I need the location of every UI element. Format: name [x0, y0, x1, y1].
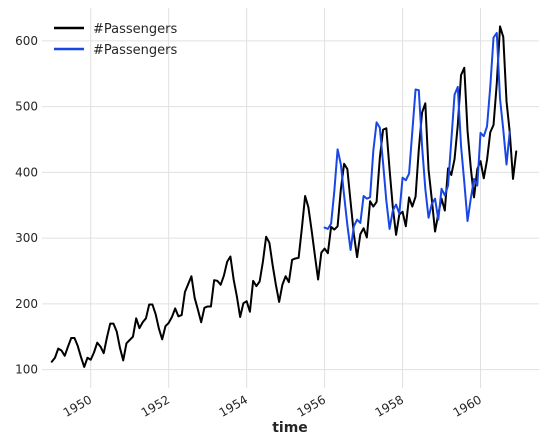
- x-tick-label: 1958: [373, 392, 406, 419]
- x-tick-label: 1952: [139, 392, 172, 419]
- series-line-forecast: [323, 31, 511, 251]
- x-tick-label: 1954: [217, 392, 250, 419]
- y-tick-label: 600: [15, 34, 38, 48]
- y-tick-label: 500: [15, 100, 38, 114]
- y-tick-labels: 100 200 300 400 500 600: [15, 34, 38, 377]
- x-axis-label: time: [272, 420, 308, 436]
- y-tick-label: 300: [15, 231, 38, 245]
- x-tick-labels: 1950 1952 1954 1956 1958 1960: [61, 392, 484, 419]
- y-tick-label: 200: [15, 297, 38, 311]
- y-tick-label: 400: [15, 165, 38, 179]
- grid-lines: [42, 8, 539, 388]
- legend-label-actual: #Passengers: [93, 22, 177, 37]
- x-tick-label: 1950: [61, 392, 94, 419]
- x-tick-label: 1960: [451, 392, 484, 419]
- y-tick-label: 100: [15, 363, 38, 377]
- series-line-actual: [50, 25, 518, 368]
- legend-label-forecast: #Passengers: [93, 43, 177, 58]
- series-lines: [50, 25, 518, 368]
- legend: #Passengers #Passengers: [54, 22, 177, 58]
- x-tick-label: 1956: [295, 392, 328, 419]
